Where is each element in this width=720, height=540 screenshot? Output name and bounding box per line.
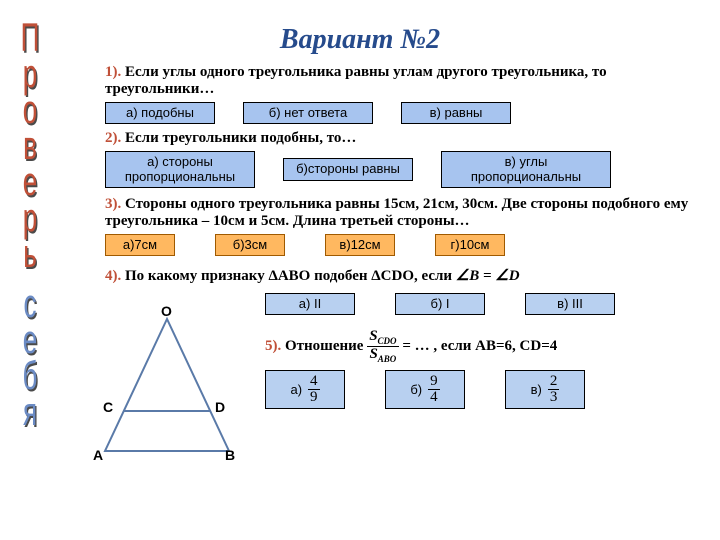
q1-num: 1). [105, 64, 121, 80]
q3-options: а)7см б)3см в)12см г)10см [105, 234, 705, 256]
tri-label-D: D [215, 399, 225, 415]
option-button[interactable]: в)23 [505, 370, 585, 409]
option-button[interactable]: б)3см [215, 234, 285, 256]
q3-text: 3). Стороны одного треугольника равны 15… [105, 196, 705, 230]
tri-label-A: A [93, 447, 103, 463]
option-button[interactable]: а) подобны [105, 102, 215, 124]
option-button[interactable]: в) равны [401, 102, 511, 124]
q2-options: а) стороны пропорциональны б)стороны равн… [105, 151, 705, 188]
q3-num: 3). [105, 196, 121, 212]
option-button[interactable]: г)10см [435, 234, 505, 256]
tri-label-B: B [225, 447, 235, 463]
page-title: Вариант №2 [0, 24, 720, 56]
option-button[interactable]: а)49 [265, 370, 345, 409]
q4-wrap: O C D A B а) IIб) Iв) III 5). Отношение … [105, 293, 705, 409]
q4-num: 4). [105, 268, 121, 284]
q2-text: 2). Если треугольники подобны, то… [105, 130, 705, 147]
tri-label-C: C [103, 399, 113, 415]
option-button[interactable]: в)12см [325, 234, 395, 256]
option-button[interactable]: в) III [525, 293, 615, 315]
option-button[interactable]: б)94 [385, 370, 465, 409]
q4-text: 4). По какому признаку ΔABO подобен ΔCDO… [105, 266, 705, 285]
q5-options: а)49 б)94 в)23 [265, 370, 705, 409]
option-button[interactable]: б) нет ответа [243, 102, 373, 124]
q5-num: 5). [265, 338, 281, 354]
q1-text: 1). Если углы одного треугольника равны … [105, 64, 705, 98]
q2-num: 2). [105, 130, 121, 146]
q5-text: 5). Отношение SCDO SABO = … , если AB=6,… [265, 329, 705, 364]
option-button[interactable]: б)стороны равны [283, 158, 413, 180]
option-button[interactable]: а) II [265, 293, 355, 315]
q1-options: а) подобны б) нет ответа в) равны [105, 102, 705, 124]
option-button[interactable]: в) углы пропорциональны [441, 151, 611, 188]
q4-options: а) II б) I в) III [265, 293, 705, 315]
content-area: 1). Если углы одного треугольника равны … [105, 60, 705, 415]
option-button[interactable]: б) I [395, 293, 485, 315]
ratio-fraction: SCDO SABO [367, 329, 398, 364]
triangle-diagram: O C D A B [97, 311, 237, 461]
vertical-title: Проверьсебя [0, 20, 60, 520]
tri-label-O: O [161, 303, 172, 319]
option-button[interactable]: а) стороны пропорциональны [105, 151, 255, 188]
q4-condition: ∠B = ∠D [456, 268, 520, 284]
option-button[interactable]: а)7см [105, 234, 175, 256]
